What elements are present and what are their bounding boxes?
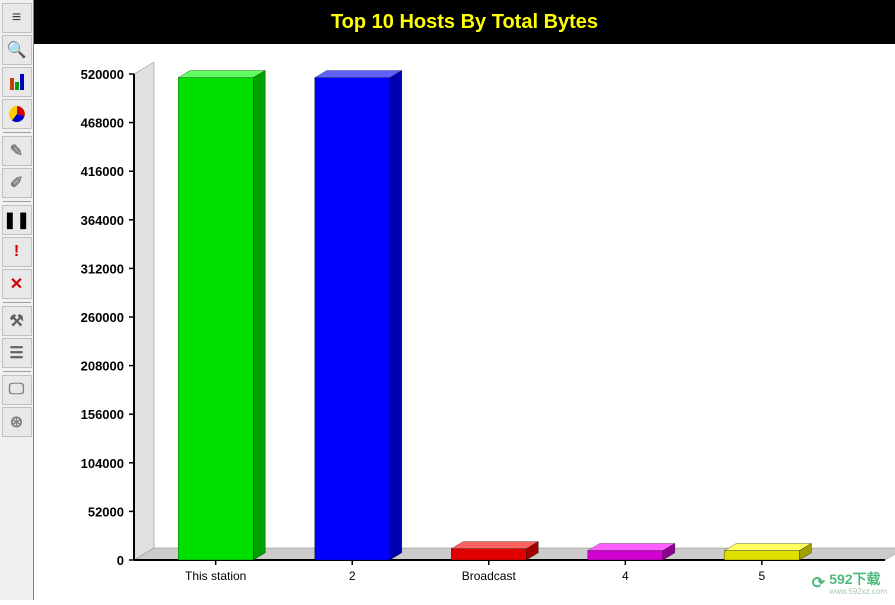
watermark-text: 592下载 [829,571,880,587]
y-tick-label: 104000 [81,456,124,471]
x-tick-label: This station [185,569,246,583]
y-tick-label: 312000 [81,261,124,276]
toolbar-separator [3,201,31,202]
toolbar-separator [3,132,31,133]
toolbar-separator [3,371,31,372]
text-view-button[interactable]: ≡ [2,3,32,33]
edit-tool-button[interactable]: ✐ [2,168,32,198]
y-tick-label: 52000 [88,504,124,519]
pie-chart-button[interactable] [2,99,32,129]
alert-button[interactable]: ! [2,237,32,267]
bar-1 [315,71,402,560]
monitor-button[interactable]: 🖵 [2,375,32,405]
bar-2 [451,542,538,560]
chart-title: Top 10 Hosts By Total Bytes [331,11,598,34]
y-tick-label: 260000 [81,310,124,325]
toolbar-separator [3,302,31,303]
x-tick-label: 5 [759,569,766,583]
y-tick-label: 156000 [81,407,124,422]
search-button[interactable]: 🔍 [2,35,32,65]
bar-4 [724,543,811,560]
chart-back-wall [134,62,154,560]
delete-button[interactable]: ✕ [2,269,32,299]
y-tick-label: 0 [117,553,124,568]
properties-button[interactable]: ☰ [2,338,32,368]
tools-button[interactable]: ⚒ [2,306,32,336]
network-button[interactable]: ⊛ [2,407,32,437]
chart-area: 0 52000 104000 156000 208000 260000 312000 3640… [34,44,895,600]
bar-0 [178,71,265,560]
pause-button[interactable]: ❚❚ [2,205,32,235]
x-tick-label: 2 [349,569,356,583]
y-tick-label: 364000 [81,213,124,228]
pen-tool-button[interactable]: ✎ [2,136,32,166]
x-tick-label: 4 [622,569,629,583]
x-tick-label: Broadcast [462,569,517,583]
y-tick-label: 468000 [81,116,124,131]
toolbar: ≡🔍 ✎✐ ❚❚!✕ ⚒☰ 🖵⊛ [0,0,34,600]
bar-chart: 0 52000 104000 156000 208000 260000 312000 3640… [34,44,895,600]
y-tick-label: 416000 [81,164,124,179]
watermark-subtext: www.592xz.com [829,587,887,596]
bar-3 [588,543,675,560]
watermark-logo-icon: ⟳ [812,573,825,593]
y-tick-label: 208000 [81,359,124,374]
watermark: ⟳ 592下载 www.592xz.com [812,569,887,596]
y-tick-label: 520000 [81,67,124,82]
bar-chart-button[interactable] [2,67,32,97]
chart-title-bar: Top 10 Hosts By Total Bytes [34,0,895,44]
